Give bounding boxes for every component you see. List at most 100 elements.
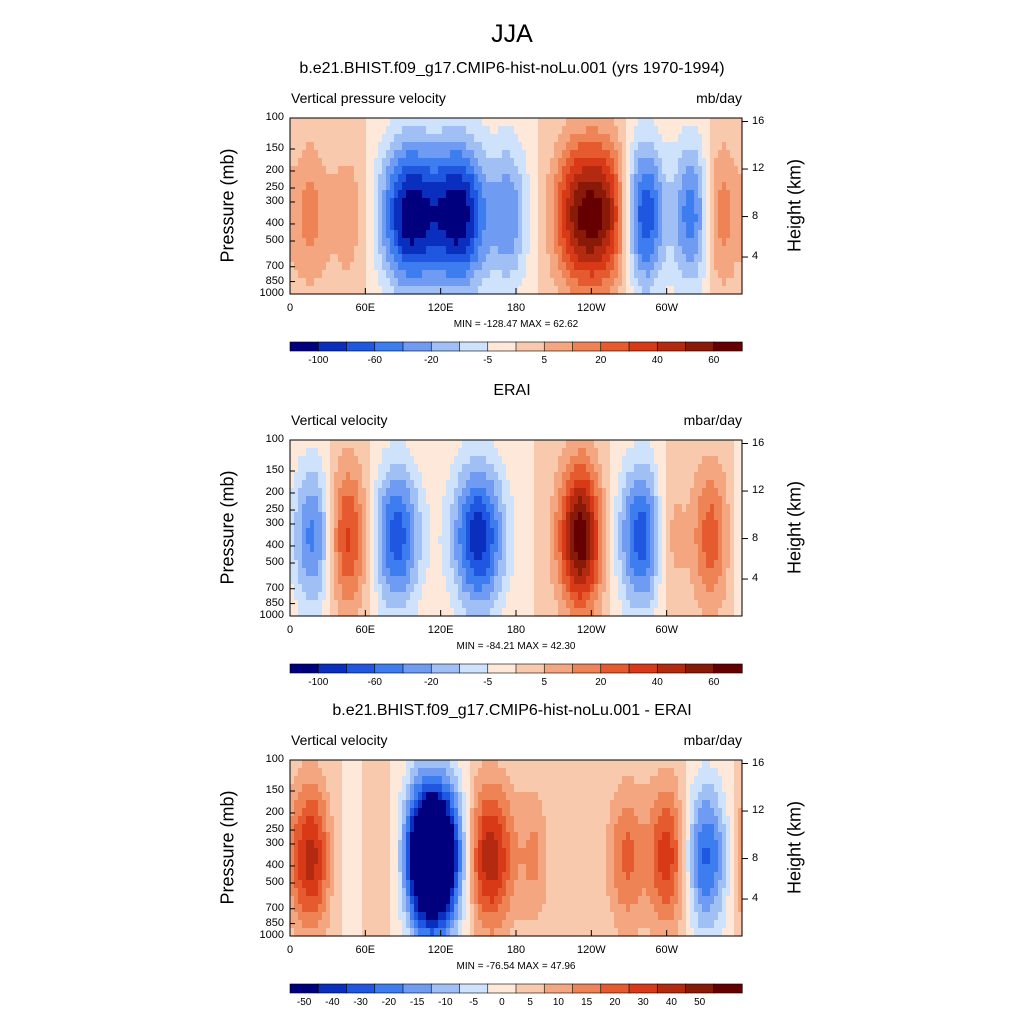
colorbar-swatch — [487, 983, 517, 994]
colorbar-swatch — [600, 983, 630, 994]
colorbar-tick-label: -5 — [483, 677, 493, 688]
colorbar-swatch — [543, 663, 574, 674]
y-tick-label: 200 — [265, 805, 284, 818]
colorbar-swatch — [402, 663, 432, 674]
y-tick-label: 100 — [265, 111, 284, 123]
panel-title: b.e21.BHIST.f09_g17.CMIP6-hist-noLu.001 … — [332, 702, 692, 719]
colorbar-swatch — [402, 341, 432, 352]
y-axis-label: Pressure (mb) — [217, 148, 238, 263]
x-tick-label: 60W — [655, 944, 678, 956]
colorbar-tick-label: -60 — [367, 355, 382, 366]
colorbar-swatch — [543, 341, 574, 352]
y-tick-label: 700 — [265, 901, 284, 914]
colorbar-swatch — [430, 983, 461, 994]
right-axis-label: Height (km) — [784, 159, 805, 253]
x-tick-label: 0 — [286, 624, 294, 636]
y-tick-label: 200 — [265, 485, 284, 498]
colorbar-tick-label: -100 — [308, 677, 329, 688]
colorbar-tick-label: 5 — [541, 677, 548, 688]
y-tick-label: 100 — [265, 753, 284, 765]
colorbar-swatch — [600, 341, 630, 352]
colorbar-swatch — [346, 983, 376, 994]
colorbar-swatch — [289, 663, 319, 674]
panel-title: b.e21.BHIST.f09_g17.CMIP6-hist-noLu.001 … — [299, 60, 725, 77]
colorbar-swatch — [487, 341, 517, 352]
y-tick-label: 300 — [265, 516, 284, 529]
x-tick-label: 60W — [655, 624, 678, 636]
colorbar-swatch — [543, 983, 574, 994]
colorbar-tick-label: 40 — [651, 677, 663, 688]
colorbar-tick-label: -20 — [424, 355, 439, 366]
colorbar-tick-label: -15 — [409, 997, 425, 1008]
y-tick-label: 150 — [265, 463, 284, 476]
figure-title: JJA — [491, 20, 533, 48]
y-tick-label: 500 — [265, 556, 284, 569]
colorbar — [289, 341, 743, 352]
height-tick-label: 16 — [752, 436, 765, 449]
colorbar-swatch — [317, 341, 348, 352]
colorbar-swatch — [374, 983, 404, 994]
right-axis-label: Height (km) — [784, 801, 805, 895]
y-tick-label: 300 — [265, 836, 284, 849]
colorbar-tick-label: 60 — [708, 677, 720, 688]
colorbar-swatch — [402, 983, 432, 994]
colorbar-swatch — [628, 663, 658, 674]
colorbar-swatch — [459, 983, 489, 994]
colorbar-swatch — [289, 983, 319, 994]
colorbar-tick-label: 15 — [581, 997, 593, 1008]
colorbar-swatch — [656, 983, 687, 994]
y-tick-label: 200 — [265, 163, 284, 176]
colorbar-tick-label: 0 — [499, 997, 505, 1008]
colorbar-swatch — [459, 663, 489, 674]
heatmap-field — [290, 760, 743, 937]
colorbar-tick-label: 5 — [527, 997, 533, 1008]
colorbar-tick-label: 20 — [595, 677, 607, 688]
height-tick-label: 4 — [752, 892, 759, 905]
colorbar-tick-label: -100 — [308, 355, 329, 366]
right-axis-label: Height (km) — [784, 481, 805, 575]
x-tick-label: 180 — [506, 624, 526, 636]
y-tick-label: 250 — [265, 823, 284, 836]
colorbar-tick-label: -50 — [296, 997, 312, 1008]
min-max-label: MIN = -84.21 MAX = 42.30 — [456, 641, 576, 652]
panel-units-label: mbar/day — [683, 732, 742, 748]
colorbar-tick-label: 20 — [595, 355, 607, 366]
y-tick-label: 700 — [265, 259, 284, 272]
y-axis-label: Pressure (mb) — [217, 790, 238, 905]
colorbar-swatch — [600, 663, 630, 674]
colorbar-swatch — [289, 341, 319, 352]
colorbar-swatch — [572, 983, 602, 994]
colorbar-swatch — [515, 663, 545, 674]
y-tick-label: 850 — [265, 916, 284, 929]
y-tick-label: 1000 — [259, 609, 284, 621]
x-tick-label: 180 — [506, 302, 526, 314]
colorbar-swatch — [430, 663, 461, 674]
colorbar-tick-label: -40 — [325, 997, 340, 1008]
colorbar-tick-label: 50 — [694, 997, 706, 1008]
height-tick-label: 12 — [752, 162, 765, 175]
y-tick-label: 400 — [265, 858, 284, 871]
x-tick-label: 60W — [655, 302, 678, 314]
colorbar-swatch — [515, 341, 545, 352]
colorbar-swatch — [346, 341, 376, 352]
x-tick-label: 120W — [576, 944, 606, 956]
heatmap-field — [290, 440, 743, 617]
x-tick-label: 60E — [355, 302, 376, 314]
colorbar-tick-label: -20 — [424, 677, 439, 688]
colorbar-tick-label: -30 — [353, 997, 368, 1008]
colorbar-tick-label: -60 — [367, 677, 382, 688]
heatmap-field — [290, 118, 743, 295]
colorbar-tick-label: 10 — [552, 997, 564, 1008]
colorbar-tick-label: -5 — [483, 355, 493, 366]
y-tick-label: 300 — [265, 194, 284, 207]
colorbar-swatch — [685, 341, 715, 352]
colorbar-swatch — [346, 663, 376, 674]
height-tick-label: 4 — [752, 250, 759, 263]
colorbar-swatch — [515, 983, 545, 994]
height-tick-label: 16 — [752, 114, 765, 127]
panel-variable-label: Vertical velocity — [291, 732, 388, 748]
panel-variable-label: Vertical pressure velocity — [291, 90, 446, 106]
colorbar-tick-label: 40 — [665, 997, 677, 1008]
y-tick-label: 1000 — [259, 287, 284, 299]
